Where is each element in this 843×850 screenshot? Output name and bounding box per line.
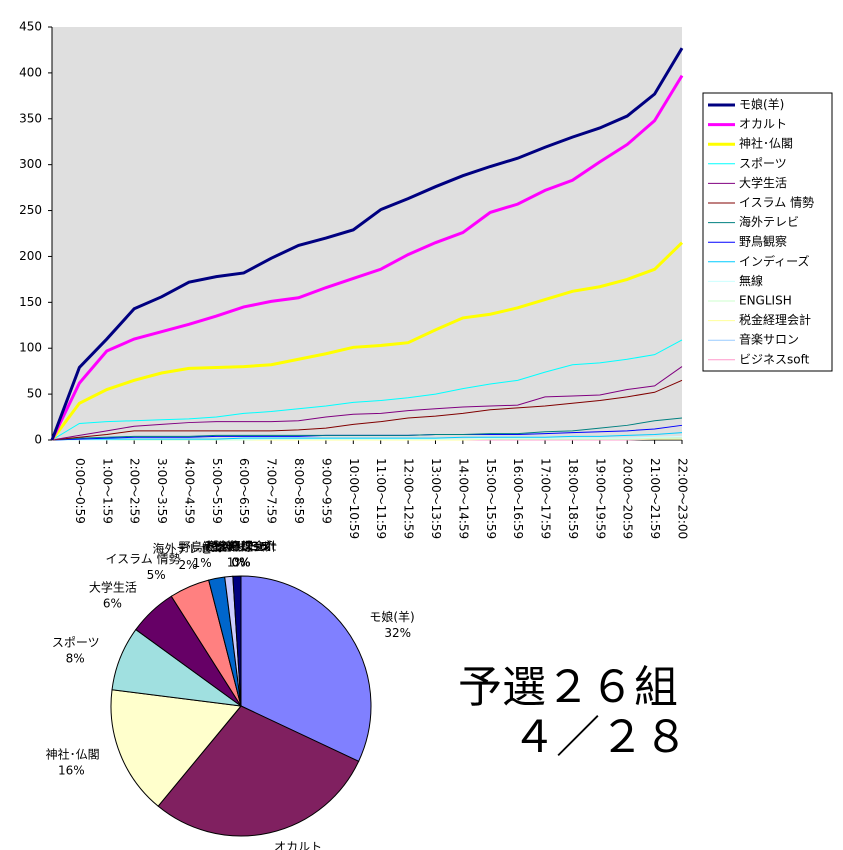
y-tick-label: 0 [34, 433, 42, 447]
x-tick-label: 8:00～8:59 [292, 458, 306, 524]
legend-label: 海外テレビ [739, 214, 799, 229]
pie-label: 音楽サロン [211, 539, 271, 554]
x-tick-label: 2:00～2:59 [128, 458, 142, 524]
pie-slice [110, 689, 242, 807]
plot-area [52, 27, 682, 440]
x-tick-label: 19:00～19:59 [593, 458, 607, 539]
legend-label: 税金経理会計 [739, 312, 811, 327]
pie-value-label: 6% [103, 597, 122, 611]
legend-label: ビジネスsoft [739, 352, 810, 366]
series-line [51, 432, 683, 441]
pie-label: モ娘(羊) [369, 609, 414, 624]
pie-value-label: 8% [66, 652, 85, 666]
x-tick-label: 14:00～14:59 [456, 458, 470, 539]
pie-label: 税金経理会計 [205, 539, 277, 554]
x-tick-label: 0:00～0:59 [73, 458, 87, 524]
x-tick-label: 10:00～10:59 [347, 458, 361, 539]
x-tick-label: 4:00～4:59 [182, 458, 196, 524]
pie-value-label: 0% [231, 556, 250, 570]
legend-label: 無線 [739, 273, 763, 288]
legend-box [702, 92, 833, 372]
pie-value-label: 0% [231, 556, 250, 570]
y-tick-label: 150 [19, 295, 42, 309]
x-tick-label: 11:00～11:59 [374, 458, 388, 539]
legend-label: 野鳥観察 [739, 234, 787, 249]
y-tick-label: 300 [19, 157, 42, 171]
pie-value-label: 1% [227, 556, 246, 570]
x-tick-label: 15:00～15:59 [484, 458, 498, 539]
x-tick-label: 12:00～12:59 [402, 458, 416, 539]
series-line [51, 366, 683, 441]
x-tick-label: 5:00～5:59 [210, 458, 224, 524]
series-line [51, 417, 683, 441]
pie-label: 大学生活 [89, 580, 137, 595]
legend-label: 大学生活 [739, 175, 787, 190]
legend-label: インディーズ [739, 253, 810, 268]
x-tick-label: 13:00～13:59 [429, 458, 443, 539]
pie-value-label: 32% [384, 626, 411, 640]
y-tick-label: 450 [19, 20, 42, 34]
caption-line: ４／２８ [512, 712, 688, 763]
pie-label: オカルト [274, 840, 322, 850]
y-tick-label: 200 [19, 249, 42, 263]
y-tick-label: 400 [19, 65, 42, 79]
pie-label: ビジネスsoft [206, 540, 277, 554]
y-tick-label: 100 [19, 341, 42, 355]
y-tick-label: 250 [19, 203, 42, 217]
series-line [50, 47, 684, 441]
pie-label: 神社･仏閣 [46, 746, 100, 761]
legend-label: オカルト [739, 117, 787, 131]
series-line [51, 339, 683, 441]
pie-slice [240, 575, 372, 763]
pie-slice [157, 705, 360, 837]
x-tick-label: 9:00～9:59 [319, 458, 333, 524]
x-tick-label: 20:00～20:59 [621, 458, 635, 539]
caption-line: 予選２６組 [458, 662, 678, 713]
x-tick-label: 21:00～21:59 [648, 458, 662, 539]
pie-label: 野鳥観察 [179, 539, 227, 554]
pie-label: インディーズ [201, 539, 272, 554]
x-tick-label: 3:00～3:59 [155, 458, 169, 524]
series-line [51, 379, 683, 441]
pie-value-label: 1% [193, 556, 212, 570]
x-tick-label: 16:00～16:59 [511, 458, 525, 539]
x-tick-label: 17:00～17:59 [539, 458, 553, 539]
x-tick-label: 22:00～23:00 [676, 458, 690, 539]
pie-value-label: 2% [178, 558, 197, 572]
pie-value-label: 5% [147, 568, 166, 582]
legend-label: モ娘(羊) [739, 97, 784, 112]
pie-value-label: 16% [58, 763, 85, 777]
pie-value-label: 0% [231, 556, 250, 570]
pie-label: ENGLISH [215, 540, 268, 554]
pie-value-label: 0% [231, 556, 250, 570]
x-tick-label: 18:00～18:59 [566, 458, 580, 539]
series-line [50, 241, 684, 441]
legend-label: ENGLISH [739, 294, 792, 308]
pie-value-label: 0% [231, 556, 250, 570]
pie-label: イスラム 情勢 [106, 551, 181, 566]
legend-label: スポーツ [739, 156, 787, 170]
y-tick-label: 350 [19, 111, 42, 125]
x-tick-label: 7:00～7:59 [265, 458, 279, 524]
pie-label: 無線 [229, 539, 253, 554]
legend-label: イスラム 情勢 [739, 195, 814, 210]
x-tick-label: 1:00～1:59 [100, 458, 114, 524]
legend-label: 音楽サロン [739, 332, 799, 347]
y-tick-label: 50 [27, 387, 42, 401]
pie-label: 海外テレビ [153, 541, 213, 556]
pie-label: スポーツ [52, 636, 100, 650]
x-tick-label: 6:00～6:59 [237, 458, 251, 524]
series-line [50, 74, 684, 441]
legend-label: 神社･仏閣 [739, 136, 793, 151]
